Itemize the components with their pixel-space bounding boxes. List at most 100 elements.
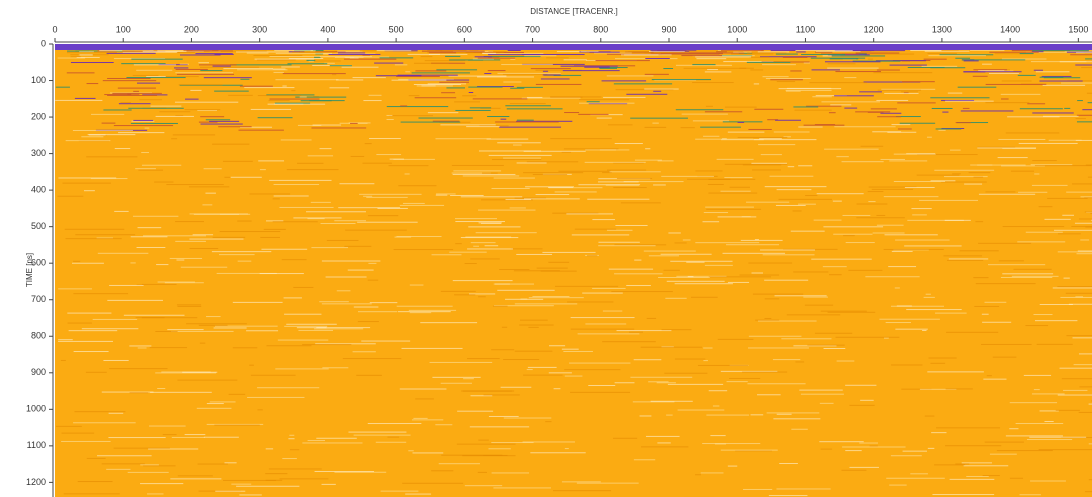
reflection bbox=[796, 51, 806, 52]
x-tick-label: 900 bbox=[661, 24, 676, 34]
reflection bbox=[493, 487, 551, 488]
reflection bbox=[495, 121, 559, 122]
reflection bbox=[966, 476, 989, 477]
reflection bbox=[129, 345, 151, 346]
reflection bbox=[436, 69, 477, 70]
reflection bbox=[229, 394, 246, 395]
reflection bbox=[652, 123, 658, 124]
reflection bbox=[834, 126, 895, 127]
reflection bbox=[439, 82, 469, 83]
reflection bbox=[1079, 218, 1092, 219]
reflection bbox=[400, 389, 447, 390]
reflection bbox=[841, 470, 866, 471]
reflection bbox=[477, 76, 534, 77]
reflection bbox=[615, 225, 647, 226]
reflection bbox=[668, 384, 723, 385]
reflection bbox=[368, 280, 378, 281]
reflection bbox=[565, 448, 569, 449]
reflection bbox=[581, 51, 599, 52]
reflection bbox=[68, 323, 92, 324]
reflection bbox=[354, 307, 379, 308]
reflection bbox=[463, 378, 474, 379]
reflection bbox=[588, 385, 615, 386]
reflection bbox=[821, 311, 867, 312]
reflection bbox=[545, 421, 551, 422]
reflection bbox=[280, 478, 329, 479]
reflection bbox=[266, 220, 283, 221]
reflection bbox=[769, 495, 808, 496]
reflection bbox=[97, 455, 152, 456]
reflection bbox=[629, 332, 643, 333]
reflection bbox=[357, 222, 418, 223]
reflection bbox=[686, 262, 704, 263]
reflection bbox=[84, 190, 95, 191]
reflection bbox=[513, 145, 522, 146]
reflection bbox=[244, 87, 294, 88]
reflection bbox=[190, 248, 219, 249]
reflection bbox=[240, 86, 273, 87]
reflection bbox=[214, 425, 259, 426]
reflection bbox=[901, 91, 918, 92]
reflection bbox=[395, 237, 412, 238]
x-tick-label: 600 bbox=[457, 24, 472, 34]
reflection bbox=[158, 282, 195, 283]
reflection bbox=[738, 137, 788, 138]
reflection bbox=[441, 291, 476, 292]
reflection bbox=[754, 139, 817, 140]
reflection bbox=[962, 59, 1025, 60]
reflection bbox=[793, 271, 828, 272]
reflection bbox=[75, 234, 135, 235]
reflection bbox=[877, 225, 904, 226]
reflection bbox=[1029, 437, 1086, 438]
reflection bbox=[494, 284, 534, 285]
reflection bbox=[504, 418, 552, 419]
reflection bbox=[150, 347, 187, 348]
reflection bbox=[435, 424, 452, 425]
reflection bbox=[71, 56, 81, 57]
reflection bbox=[141, 152, 149, 153]
reflection bbox=[258, 95, 301, 96]
reflection bbox=[846, 242, 875, 243]
reflection bbox=[682, 114, 728, 115]
reflection bbox=[65, 229, 125, 230]
reflection bbox=[137, 247, 166, 248]
reflection bbox=[177, 52, 195, 53]
reflection bbox=[558, 171, 610, 172]
reflection bbox=[997, 450, 1053, 451]
reflection bbox=[579, 103, 634, 104]
reflection bbox=[199, 64, 236, 65]
reflection bbox=[479, 222, 502, 223]
reflection bbox=[941, 182, 987, 183]
reflection bbox=[807, 345, 844, 346]
reflection bbox=[136, 70, 172, 71]
reflection bbox=[758, 51, 789, 52]
reflection bbox=[80, 54, 93, 55]
reflection bbox=[148, 448, 198, 449]
reflection bbox=[469, 293, 495, 294]
reflection bbox=[228, 95, 253, 96]
reflection bbox=[630, 118, 688, 119]
reflection bbox=[554, 388, 561, 389]
reflection bbox=[453, 280, 513, 281]
reflection bbox=[825, 61, 881, 62]
reflection bbox=[269, 56, 320, 57]
reflection bbox=[880, 113, 901, 114]
reflection bbox=[670, 261, 732, 262]
reflection bbox=[725, 107, 757, 108]
reflection bbox=[61, 360, 66, 361]
reflection bbox=[653, 91, 661, 92]
reflection bbox=[549, 372, 572, 373]
reflection bbox=[922, 330, 926, 331]
reflection bbox=[1001, 94, 1041, 95]
reflection bbox=[829, 112, 836, 113]
reflection bbox=[565, 376, 583, 377]
reflection bbox=[138, 170, 163, 171]
reflection bbox=[506, 199, 531, 200]
reflection bbox=[681, 127, 695, 128]
reflection bbox=[180, 54, 221, 55]
reflection bbox=[1089, 404, 1092, 405]
x-tick-label: 0 bbox=[52, 24, 57, 34]
reflection bbox=[56, 426, 82, 427]
reflection bbox=[140, 464, 159, 465]
reflection bbox=[213, 237, 246, 238]
